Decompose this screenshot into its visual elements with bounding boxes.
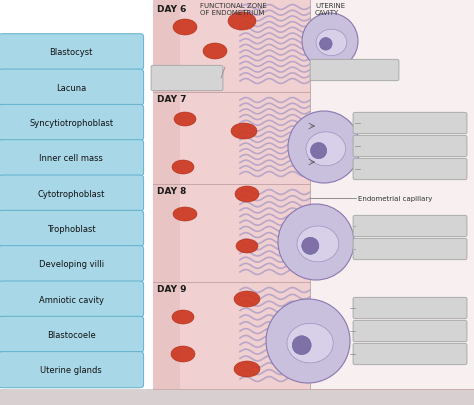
Ellipse shape bbox=[297, 226, 339, 262]
FancyBboxPatch shape bbox=[0, 105, 144, 141]
Ellipse shape bbox=[302, 238, 319, 255]
Ellipse shape bbox=[306, 132, 346, 166]
Ellipse shape bbox=[278, 205, 354, 280]
Text: Inner cell mass: Inner cell mass bbox=[39, 154, 103, 163]
FancyBboxPatch shape bbox=[0, 211, 144, 247]
Ellipse shape bbox=[236, 239, 258, 254]
FancyBboxPatch shape bbox=[151, 66, 223, 92]
FancyBboxPatch shape bbox=[0, 316, 144, 352]
FancyBboxPatch shape bbox=[0, 352, 144, 388]
Ellipse shape bbox=[172, 310, 194, 324]
FancyBboxPatch shape bbox=[0, 246, 144, 282]
Ellipse shape bbox=[292, 336, 311, 355]
Ellipse shape bbox=[234, 361, 260, 377]
Text: Cytotrophoblast: Cytotrophoblast bbox=[37, 189, 105, 198]
FancyBboxPatch shape bbox=[353, 239, 467, 260]
Ellipse shape bbox=[319, 38, 332, 51]
Ellipse shape bbox=[173, 207, 197, 222]
Text: DAY 8: DAY 8 bbox=[157, 187, 186, 196]
Ellipse shape bbox=[302, 14, 358, 70]
Text: DAY 7: DAY 7 bbox=[157, 95, 186, 104]
FancyBboxPatch shape bbox=[353, 113, 467, 134]
Ellipse shape bbox=[288, 112, 360, 183]
Ellipse shape bbox=[235, 187, 259, 202]
FancyBboxPatch shape bbox=[0, 281, 144, 317]
Ellipse shape bbox=[228, 13, 256, 31]
Text: Blastocoele: Blastocoele bbox=[47, 330, 95, 339]
FancyBboxPatch shape bbox=[0, 175, 144, 211]
FancyBboxPatch shape bbox=[0, 70, 144, 106]
Ellipse shape bbox=[310, 143, 327, 159]
Text: Uterine glands: Uterine glands bbox=[40, 365, 102, 374]
Text: Endometrial capillary: Endometrial capillary bbox=[358, 196, 432, 202]
FancyBboxPatch shape bbox=[353, 159, 467, 180]
Ellipse shape bbox=[173, 20, 197, 36]
Bar bbox=[153, 0, 474, 389]
Bar bbox=[0, 389, 474, 405]
Text: UTERINE
CAVITY: UTERINE CAVITY bbox=[315, 3, 345, 16]
Ellipse shape bbox=[266, 299, 350, 383]
Text: FUNCTIONAL ZONE
OF ENDOMETRIUM: FUNCTIONAL ZONE OF ENDOMETRIUM bbox=[200, 3, 267, 16]
Text: Trophoblast: Trophoblast bbox=[47, 224, 95, 233]
FancyBboxPatch shape bbox=[353, 216, 467, 237]
Text: Lacuna: Lacuna bbox=[56, 83, 86, 92]
Bar bbox=[153, 0, 180, 389]
Text: Syncytiotrophoblast: Syncytiotrophoblast bbox=[29, 119, 113, 128]
Ellipse shape bbox=[316, 30, 347, 56]
Text: Developing villi: Developing villi bbox=[38, 260, 104, 269]
Bar bbox=[310, 0, 474, 389]
Ellipse shape bbox=[287, 324, 333, 363]
Text: Amniotic cavity: Amniotic cavity bbox=[38, 295, 104, 304]
Ellipse shape bbox=[231, 124, 257, 140]
Ellipse shape bbox=[172, 161, 194, 175]
FancyBboxPatch shape bbox=[353, 136, 467, 157]
Text: DAY 6: DAY 6 bbox=[157, 5, 186, 14]
Ellipse shape bbox=[234, 291, 260, 307]
Text: DAY 9: DAY 9 bbox=[157, 284, 186, 293]
Text: Blastocyst: Blastocyst bbox=[49, 48, 93, 57]
FancyBboxPatch shape bbox=[353, 298, 467, 319]
Ellipse shape bbox=[174, 113, 196, 127]
Ellipse shape bbox=[171, 346, 195, 362]
FancyBboxPatch shape bbox=[0, 35, 144, 70]
FancyBboxPatch shape bbox=[353, 343, 467, 365]
FancyBboxPatch shape bbox=[0, 140, 144, 176]
Ellipse shape bbox=[203, 44, 227, 60]
FancyBboxPatch shape bbox=[353, 321, 467, 342]
FancyBboxPatch shape bbox=[310, 60, 399, 81]
